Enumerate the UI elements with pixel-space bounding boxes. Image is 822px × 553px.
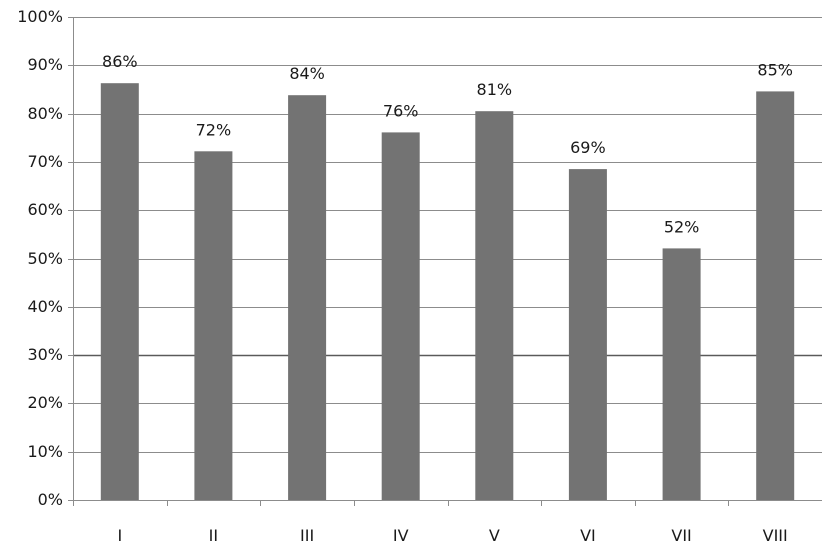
bar-V (475, 111, 514, 500)
data-label-VI: 69% (570, 138, 606, 157)
x-tick-label-IV: IV (393, 526, 409, 545)
bar-II (194, 151, 233, 501)
bar-IV (381, 132, 420, 500)
x-tick-label-I: I (117, 526, 122, 545)
y-tick-label: 40% (27, 297, 63, 316)
data-label-III: 84% (289, 64, 325, 83)
data-label-II: 72% (196, 120, 232, 139)
bar-I (100, 83, 139, 500)
x-tick-label-III: III (300, 526, 314, 545)
x-tick-label-VIII: VIII (763, 526, 788, 545)
y-tick-label: 60% (27, 200, 63, 219)
y-tick-label: 0% (38, 490, 63, 509)
x-tick-label-II: II (209, 526, 218, 545)
bar-series (100, 83, 795, 501)
data-label-I: 86% (102, 52, 138, 71)
gridlines (73, 17, 822, 453)
axes (68, 17, 822, 506)
y-tick-label: 50% (27, 249, 63, 268)
bar-III (288, 95, 327, 500)
y-tick-label: 30% (27, 345, 63, 364)
y-tick-label: 90% (27, 55, 63, 74)
x-tick-label-VI: VI (580, 526, 596, 545)
x-tick-label-V: V (489, 526, 500, 545)
bar-VIII (756, 91, 795, 501)
y-tick-label: 20% (27, 393, 63, 412)
y-tick-label: 80% (27, 104, 63, 123)
x-axis-tick-labels: I II III IV V VI VII VIII (117, 526, 787, 545)
data-labels: 86% 72% 84% 76% 81% 69% 52% 85% (102, 52, 793, 236)
bar-VII (662, 248, 701, 500)
data-label-VIII: 85% (757, 60, 793, 79)
y-tick-label: 70% (27, 152, 63, 171)
x-tick-label-VII: VII (671, 526, 691, 545)
y-tick-label: 100% (17, 7, 63, 26)
data-label-V: 81% (477, 80, 513, 99)
y-tick-label: 10% (27, 442, 63, 461)
y-axis-tick-labels: 0% 10% 20% 30% 40% 50% 60% 70% 80% 90% 100% (17, 7, 63, 509)
bar-VI (568, 169, 607, 500)
data-label-VII: 52% (664, 217, 700, 236)
data-label-IV: 76% (383, 101, 419, 120)
